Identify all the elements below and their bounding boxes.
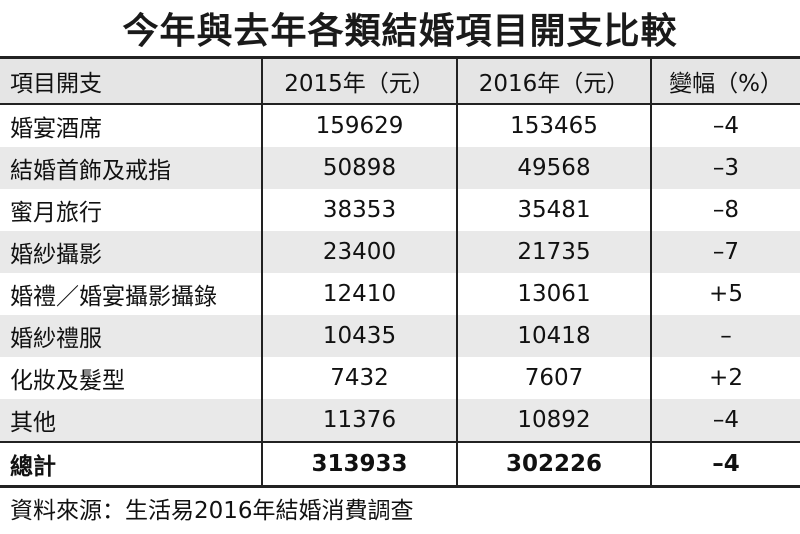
row-label: 婚禮／婚宴攝影攝錄	[10, 284, 217, 310]
row-change-value: –8	[650, 189, 800, 231]
row-change-value: –	[650, 315, 800, 357]
row-2015-value: 11376	[261, 399, 457, 442]
row-2015-value: 159629	[261, 104, 457, 147]
row-2015-value: 23400	[261, 231, 457, 273]
row-label: 婚紗攝影	[0, 231, 262, 273]
table-row: 其他 11376 10892 –4	[0, 399, 800, 442]
table-row: 婚紗攝影 23400 21735 –7	[0, 231, 800, 273]
row-change-value: –4	[650, 104, 800, 147]
source-note: 資料來源：生活易2016年結婚消費調查	[0, 488, 800, 528]
table-row: 化妝及髮型 7432 7607 +2	[0, 357, 800, 399]
row-2016-value: 10892	[456, 399, 651, 442]
row-2016-value: 7607	[456, 357, 651, 399]
table-row: 蜜月旅行 38353 35481 –8	[0, 189, 800, 231]
row-2015-value: 38353	[261, 189, 457, 231]
row-2015-value: 7432	[261, 357, 457, 399]
row-2015-value: 50898	[261, 147, 457, 189]
table-row: 婚紗禮服 10435 10418 –	[0, 315, 800, 357]
row-change-value: –7	[650, 231, 800, 273]
row-change-value: –4	[650, 399, 800, 442]
row-label: 結婚首飾及戒指	[0, 147, 262, 189]
row-2016-value: 10418	[456, 315, 651, 357]
row-2015-value: 10435	[261, 315, 457, 357]
row-2015-value: 12410	[261, 273, 457, 315]
row-2016-value: 49568	[456, 147, 651, 189]
header-2015: 2015年（元）	[261, 56, 457, 105]
table-row: 婚禮／婚宴攝影攝錄 12410 13061 +5	[0, 273, 800, 315]
table-row: 婚宴酒席 159629 153465 –4	[0, 104, 800, 147]
row-change-value: +2	[650, 357, 800, 399]
table-header-row: 項目開支 2015年（元） 2016年（元） 變幅（%）	[0, 56, 800, 105]
row-label: 化妝及髮型	[10, 368, 125, 394]
total-label: 總計	[0, 441, 262, 488]
total-row: 總計 313933 302226 –4	[0, 441, 800, 488]
row-2016-value: 153465	[456, 104, 651, 147]
row-change-value: –3	[650, 147, 800, 189]
header-change: 變幅（%）	[650, 56, 800, 105]
row-label: 蜜月旅行	[10, 200, 102, 226]
row-label: 婚宴酒席	[10, 116, 102, 142]
total-2016-value: 302226	[456, 441, 651, 488]
row-label: 其他	[0, 399, 262, 442]
row-2016-value: 35481	[456, 189, 651, 231]
row-2016-value: 21735	[456, 231, 651, 273]
row-change-value: +5	[650, 273, 800, 315]
page-title: 今年與去年各類結婚項目開支比較	[122, 11, 678, 52]
table-row: 結婚首飾及戒指 50898 49568 –3	[0, 147, 800, 189]
expense-comparison-table: 項目開支 2015年（元） 2016年（元） 變幅（%） 婚宴酒席 159629…	[0, 56, 800, 488]
row-label: 婚紗禮服	[0, 315, 262, 357]
total-change-value: –4	[650, 441, 800, 488]
header-item: 項目開支	[0, 56, 262, 105]
total-2015-value: 313933	[261, 441, 457, 488]
header-2016: 2016年（元）	[456, 56, 651, 105]
row-2016-value: 13061	[456, 273, 651, 315]
